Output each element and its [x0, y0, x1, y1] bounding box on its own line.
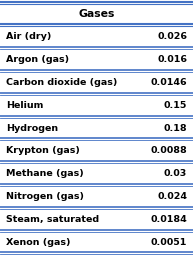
Text: Steam, saturated: Steam, saturated	[6, 215, 99, 224]
Text: 0.024: 0.024	[157, 192, 187, 201]
Text: 0.0146: 0.0146	[151, 78, 187, 87]
Text: 0.016: 0.016	[157, 55, 187, 64]
Text: 0.026: 0.026	[157, 32, 187, 41]
Text: Methane (gas): Methane (gas)	[6, 169, 84, 178]
Text: 0.0088: 0.0088	[151, 146, 187, 155]
Text: Argon (gas): Argon (gas)	[6, 55, 69, 64]
Text: Nitrogen (gas): Nitrogen (gas)	[6, 192, 84, 201]
Text: Xenon (gas): Xenon (gas)	[6, 238, 70, 247]
Text: Air (dry): Air (dry)	[6, 32, 51, 41]
Text: Carbon dioxide (gas): Carbon dioxide (gas)	[6, 78, 117, 87]
Text: 0.15: 0.15	[164, 101, 187, 110]
Text: 0.0051: 0.0051	[151, 238, 187, 247]
Text: Krypton (gas): Krypton (gas)	[6, 146, 80, 155]
Text: 0.18: 0.18	[164, 123, 187, 133]
Text: Helium: Helium	[6, 101, 43, 110]
Text: 0.03: 0.03	[164, 169, 187, 178]
Text: Hydrogen: Hydrogen	[6, 123, 58, 133]
Text: 0.0184: 0.0184	[151, 215, 187, 224]
Text: Gases: Gases	[78, 9, 115, 19]
